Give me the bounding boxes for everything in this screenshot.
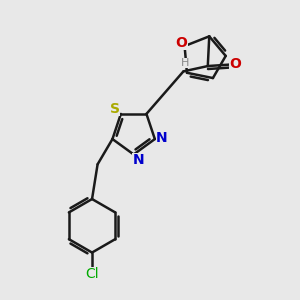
Text: N: N: [156, 130, 167, 145]
Text: S: S: [110, 102, 120, 116]
Text: Cl: Cl: [85, 267, 99, 281]
Text: H: H: [181, 58, 189, 68]
Text: O: O: [176, 36, 188, 50]
Text: O: O: [230, 57, 242, 71]
Text: N: N: [132, 153, 144, 167]
